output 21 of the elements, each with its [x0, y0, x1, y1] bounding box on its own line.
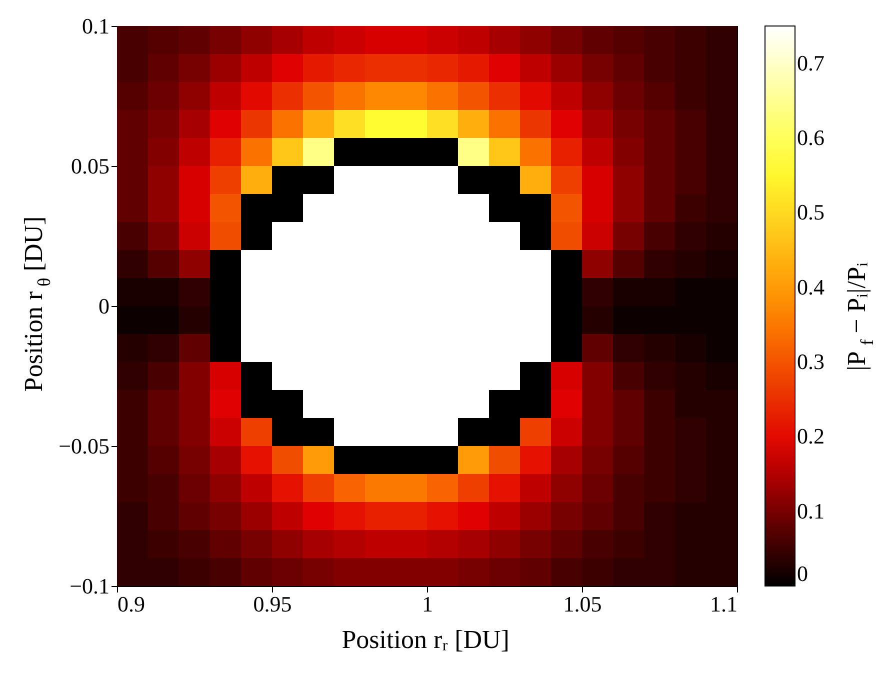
color-bar-label: 0.3	[797, 349, 824, 374]
color-bar-label: 0.7	[797, 50, 824, 76]
color-bar-label: 0.6	[797, 125, 824, 150]
y-tick-label: −0.05	[58, 434, 110, 458]
x-axis-title: Position rᵣ [DU]	[342, 625, 510, 654]
color-bar-label: 0.5	[797, 200, 824, 225]
color-bar-title: |Pf − Pᵢ|/Pᵢ	[842, 262, 877, 371]
y-axis-title: Position rθ [DU]	[19, 216, 54, 392]
x-tick-label: 1	[422, 592, 433, 616]
y-tick-label: −0.1	[70, 574, 110, 598]
x-tick-label: 1.1	[710, 592, 738, 616]
color-bar-label: 0	[797, 561, 808, 586]
y-tick-label: 0	[98, 294, 110, 318]
x-tick-label: 1.05	[563, 592, 602, 616]
color-bar-label: 0.2	[797, 424, 824, 449]
x-tick-label: 0.9	[118, 592, 145, 616]
color-bar-label: 0.1	[797, 498, 824, 524]
y-tick-label: 0.05	[71, 154, 110, 178]
y-tick-label: 0.1	[82, 14, 110, 38]
color-bar-label: 0.4	[797, 274, 824, 300]
x-tick-label: 0.95	[253, 592, 292, 616]
